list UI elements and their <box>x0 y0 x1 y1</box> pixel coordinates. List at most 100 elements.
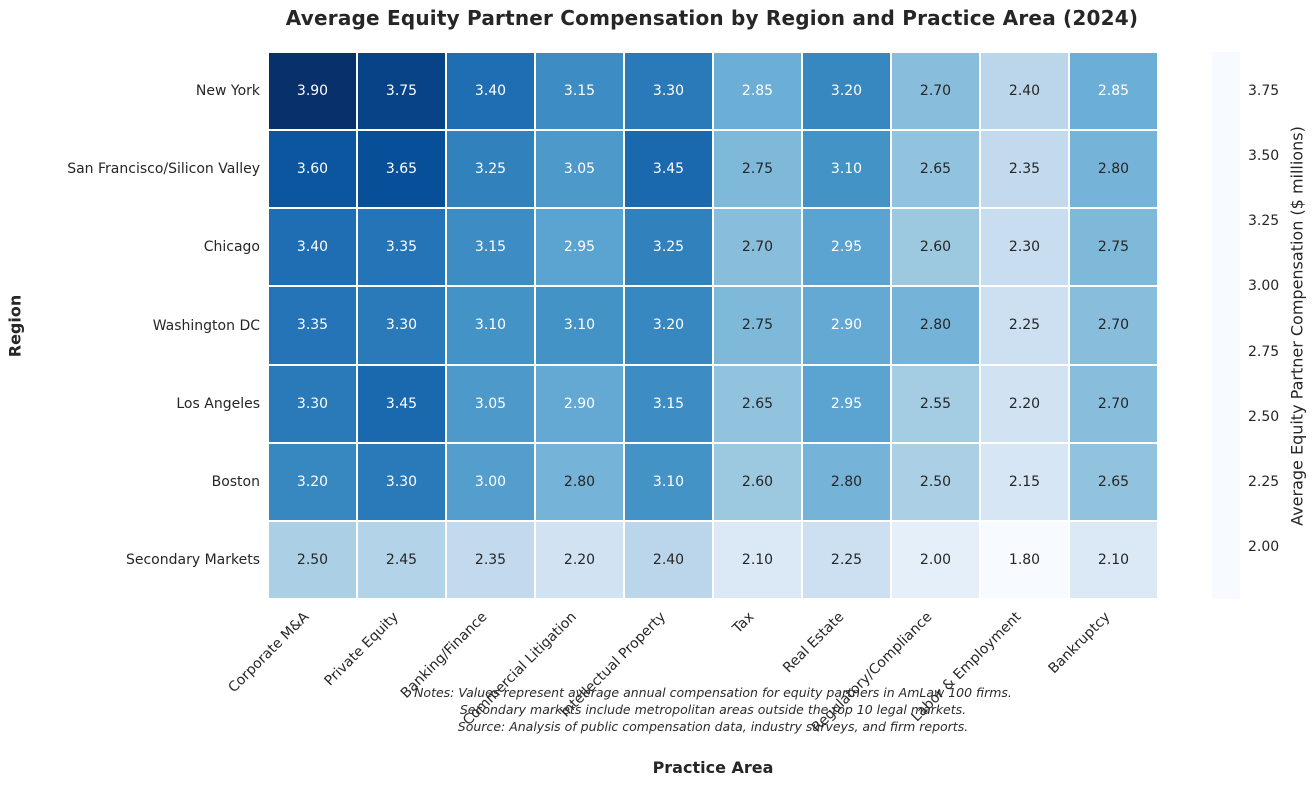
cell-value: 2.10 <box>741 551 774 568</box>
cell-value: 3.60 <box>296 161 329 178</box>
heatmap-cell: 2.40 <box>980 52 1069 131</box>
cell-value: 3.10 <box>474 317 507 334</box>
cell-value: 2.70 <box>1097 317 1130 334</box>
cell-value: 2.65 <box>741 395 774 412</box>
cell-value: 3.40 <box>296 239 329 256</box>
heatmap-grid: 3.90 3.75 3.40 3.15 3.30 2.85 3.20 2.70 2.40 2.85… <box>268 52 1158 599</box>
cell-value: 3.35 <box>296 317 329 334</box>
heatmap-cell: 3.20 <box>802 52 891 131</box>
cell-value: 2.00 <box>919 551 952 568</box>
cell-value: 2.60 <box>919 239 952 256</box>
heatmap-cell: 2.95 <box>535 208 624 287</box>
heatmap-cell: 3.05 <box>535 130 624 209</box>
heatmap-cell: 3.15 <box>446 208 535 287</box>
heatmap-cell: 3.45 <box>357 364 446 443</box>
cell-value: 3.15 <box>474 239 507 256</box>
heatmap-cell: 2.60 <box>713 442 802 521</box>
cell-value: 2.80 <box>919 317 952 334</box>
cell-value: 3.30 <box>385 473 418 490</box>
cell-value: 2.80 <box>1097 161 1130 178</box>
cell-value: 3.30 <box>385 317 418 334</box>
cell-value: 3.45 <box>385 395 418 412</box>
heatmap-cell: 2.75 <box>713 130 802 209</box>
cell-value: 3.20 <box>296 473 329 490</box>
cell-value: 2.95 <box>830 239 863 256</box>
heatmap-cell: 3.75 <box>357 52 446 131</box>
cell-value: 2.20 <box>563 551 596 568</box>
heatmap-cell: 2.70 <box>1069 364 1158 443</box>
heatmap-cell: 3.25 <box>446 130 535 209</box>
colorbar-tick-label: 3.50 <box>1248 148 1280 165</box>
cell-value: 3.20 <box>830 83 863 100</box>
cell-value: 2.80 <box>563 473 596 490</box>
heatmap-cell: 2.10 <box>713 520 802 599</box>
y-tick-label: Washington DC <box>152 317 260 334</box>
colorbar-tick-label: 2.75 <box>1248 343 1280 360</box>
cell-value: 2.35 <box>1008 161 1041 178</box>
heatmap-cell: 3.35 <box>268 286 357 365</box>
cell-value: 3.25 <box>652 239 685 256</box>
heatmap-cell: 3.30 <box>357 286 446 365</box>
heatmap-cell: 2.65 <box>891 130 980 209</box>
heatmap-cell: 3.20 <box>268 442 357 521</box>
cell-value: 3.15 <box>652 395 685 412</box>
heatmap-cell: 2.40 <box>624 520 713 599</box>
y-tick-label: Los Angeles <box>176 395 260 412</box>
x-tick-label: Real Estate <box>779 609 847 677</box>
cell-value: 3.35 <box>385 239 418 256</box>
heatmap-cell: 2.75 <box>1069 208 1158 287</box>
cell-value: 2.80 <box>830 473 863 490</box>
cell-value: 3.75 <box>385 83 418 100</box>
cell-value: 2.35 <box>474 551 507 568</box>
colorbar-title: Average Equity Partner Compensation ($ m… <box>1287 126 1307 526</box>
heatmap-cell: 2.30 <box>980 208 1069 287</box>
cell-value: 3.30 <box>652 83 685 100</box>
heatmap-cell: 2.60 <box>891 208 980 287</box>
cell-value: 2.75 <box>741 161 774 178</box>
y-tick-label: Chicago <box>203 239 260 256</box>
footnote-line-3: Source: Analysis of public compensation … <box>457 719 969 734</box>
cell-value: 3.45 <box>652 161 685 178</box>
heatmap-cell: 2.75 <box>713 286 802 365</box>
heatmap-cell: 3.40 <box>268 208 357 287</box>
cell-value: 2.70 <box>741 239 774 256</box>
cell-value: 3.05 <box>474 395 507 412</box>
heatmap-cell: 3.05 <box>446 364 535 443</box>
heatmap-cell: 2.85 <box>713 52 802 131</box>
heatmap-cell: 2.90 <box>535 364 624 443</box>
heatmap-cell: 2.80 <box>535 442 624 521</box>
x-tick-label: Tax <box>730 609 758 637</box>
x-tick-label: Bankruptcy <box>1045 609 1114 677</box>
cell-value: 2.70 <box>1097 395 1130 412</box>
heatmap-cell: 2.45 <box>357 520 446 599</box>
cell-value: 3.30 <box>296 395 329 412</box>
cell-value: 3.10 <box>563 317 596 334</box>
cell-value: 3.65 <box>385 161 418 178</box>
heatmap-cell: 2.90 <box>802 286 891 365</box>
cell-value: 3.10 <box>652 473 685 490</box>
heatmap-cell: 2.95 <box>802 364 891 443</box>
heatmap-cell: 2.15 <box>980 442 1069 521</box>
heatmap-cell: 2.10 <box>1069 520 1158 599</box>
heatmap-cell: 2.50 <box>268 520 357 599</box>
heatmap-cell: 3.30 <box>268 364 357 443</box>
heatmap-cell: 3.25 <box>624 208 713 287</box>
heatmap-cell: 3.90 <box>268 52 357 131</box>
heatmap-cell: 3.10 <box>802 130 891 209</box>
colorbar-tick-label: 2.00 <box>1248 538 1280 555</box>
heatmap-cell: 2.25 <box>802 520 891 599</box>
cell-value: 3.10 <box>830 161 863 178</box>
cell-value: 2.15 <box>1008 473 1041 490</box>
cell-value: 2.40 <box>1008 83 1041 100</box>
heatmap-cell: 2.35 <box>446 520 535 599</box>
heatmap-cell: 3.45 <box>624 130 713 209</box>
y-axis-title: Region <box>5 294 25 358</box>
cell-value: 2.85 <box>741 83 774 100</box>
colorbar <box>1212 52 1240 599</box>
cell-value: 3.20 <box>652 317 685 334</box>
cell-value: 2.50 <box>919 473 952 490</box>
cell-value: 2.95 <box>563 239 596 256</box>
colorbar-tick-label: 3.00 <box>1248 278 1280 295</box>
cell-value: 3.25 <box>474 161 507 178</box>
x-tick-label: Private Equity <box>321 609 402 690</box>
